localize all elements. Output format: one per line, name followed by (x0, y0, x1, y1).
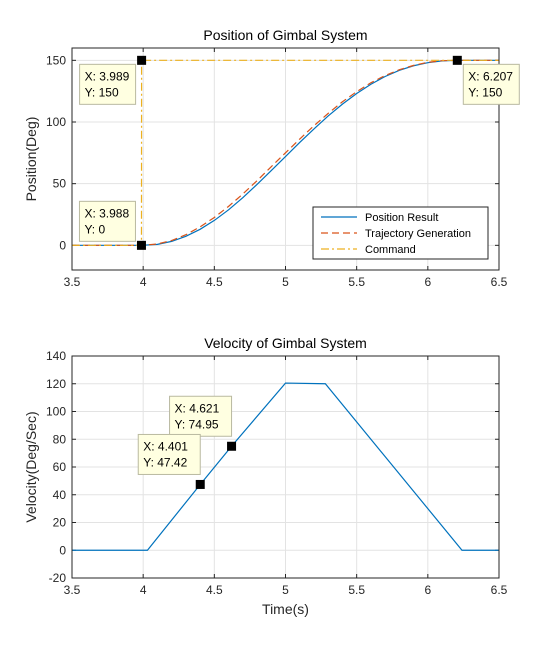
y-tick-label: 140 (46, 349, 66, 363)
y-tick-label: 120 (46, 377, 66, 391)
x-tick-label: 6 (424, 275, 431, 289)
series-line-0 (72, 382, 499, 551)
position-chart: 3.5 4 4.5 5 5.5 6 6.5 0 50 100 150 Position of Gimb… (23, 27, 520, 289)
data-tip-box (78, 200, 136, 242)
y-tick-label: 80 (53, 432, 67, 446)
data-tip-text: Y: 74.95 (175, 417, 219, 431)
x-tick-label: 5.5 (348, 275, 365, 289)
y-tick-label: 100 (46, 115, 66, 129)
y-axis-label: Velocity(Deg/Sec) (23, 411, 39, 522)
x-tick-label: 3.5 (64, 583, 81, 597)
y-tick-label: 50 (53, 177, 67, 191)
y-tick-label: -20 (49, 571, 67, 585)
data-tip-text: X: 3.989 (85, 69, 130, 83)
data-tip-box (79, 63, 137, 105)
x-tick-label: 6.5 (491, 275, 508, 289)
x-axis-label: Time(s) (262, 601, 309, 617)
legend-entry: Command (365, 244, 416, 256)
y-axis-label: Position(Deg) (23, 117, 39, 202)
data-tip-text: X: 4.621 (175, 401, 220, 415)
y-tick-label: 150 (46, 53, 66, 67)
axes-box (71, 355, 500, 579)
y-tick-label: 20 (53, 516, 67, 530)
data-tip-text: Y: 0 (84, 222, 105, 236)
chart-title: Position of Gimbal System (203, 27, 367, 43)
x-tick-label: 5 (282, 583, 289, 597)
data-tip-text: Y: 150 (468, 85, 502, 99)
x-tick-label: 6 (424, 583, 431, 597)
data-tip-text: Y: 150 (85, 85, 119, 99)
data-tip-text: Y: 47.42 (143, 455, 187, 469)
x-tick-label: 4 (140, 583, 147, 597)
series-line-command (72, 59, 499, 246)
x-tick-label: 3.5 (64, 275, 81, 289)
y-tick-label: 100 (46, 405, 66, 419)
y-tick-label: 60 (53, 460, 67, 474)
data-tip-marker (137, 55, 147, 65)
x-tick-label: 5.5 (348, 583, 365, 597)
y-tick-label: 0 (59, 543, 66, 557)
legend-entry: Position Result (365, 212, 438, 224)
data-tip-box (137, 433, 201, 475)
data-tip-marker (227, 441, 237, 451)
y-tick-label: 40 (53, 488, 67, 502)
data-tip-text: X: 6.207 (468, 69, 513, 83)
velocity-chart: 3.5 4 4.5 5 5.5 6 6.5 -20 0 20 40 60 80 100 120 140 Velo… (23, 335, 508, 617)
data-tip-box (169, 395, 233, 437)
x-tick-label: 5 (282, 275, 289, 289)
data-tip-marker (136, 240, 146, 250)
x-tick-label: 6.5 (491, 583, 508, 597)
legend-entry: Trajectory Generation (365, 228, 471, 240)
x-tick-label: 4 (140, 275, 147, 289)
chart-title: Velocity of Gimbal System (204, 335, 367, 351)
data-tip-marker (195, 479, 205, 489)
x-tick-label: 4.5 (206, 583, 223, 597)
series-line-trajectory-generation (72, 59, 499, 246)
y-tick-label: 0 (59, 238, 66, 252)
data-tip-text: X: 4.401 (143, 439, 188, 453)
data-tip-text: X: 3.988 (84, 206, 129, 220)
data-tip-box (462, 63, 520, 105)
axes-box (71, 47, 500, 271)
data-tip-marker (452, 55, 462, 65)
legend-box (312, 206, 489, 260)
x-tick-label: 4.5 (206, 275, 223, 289)
